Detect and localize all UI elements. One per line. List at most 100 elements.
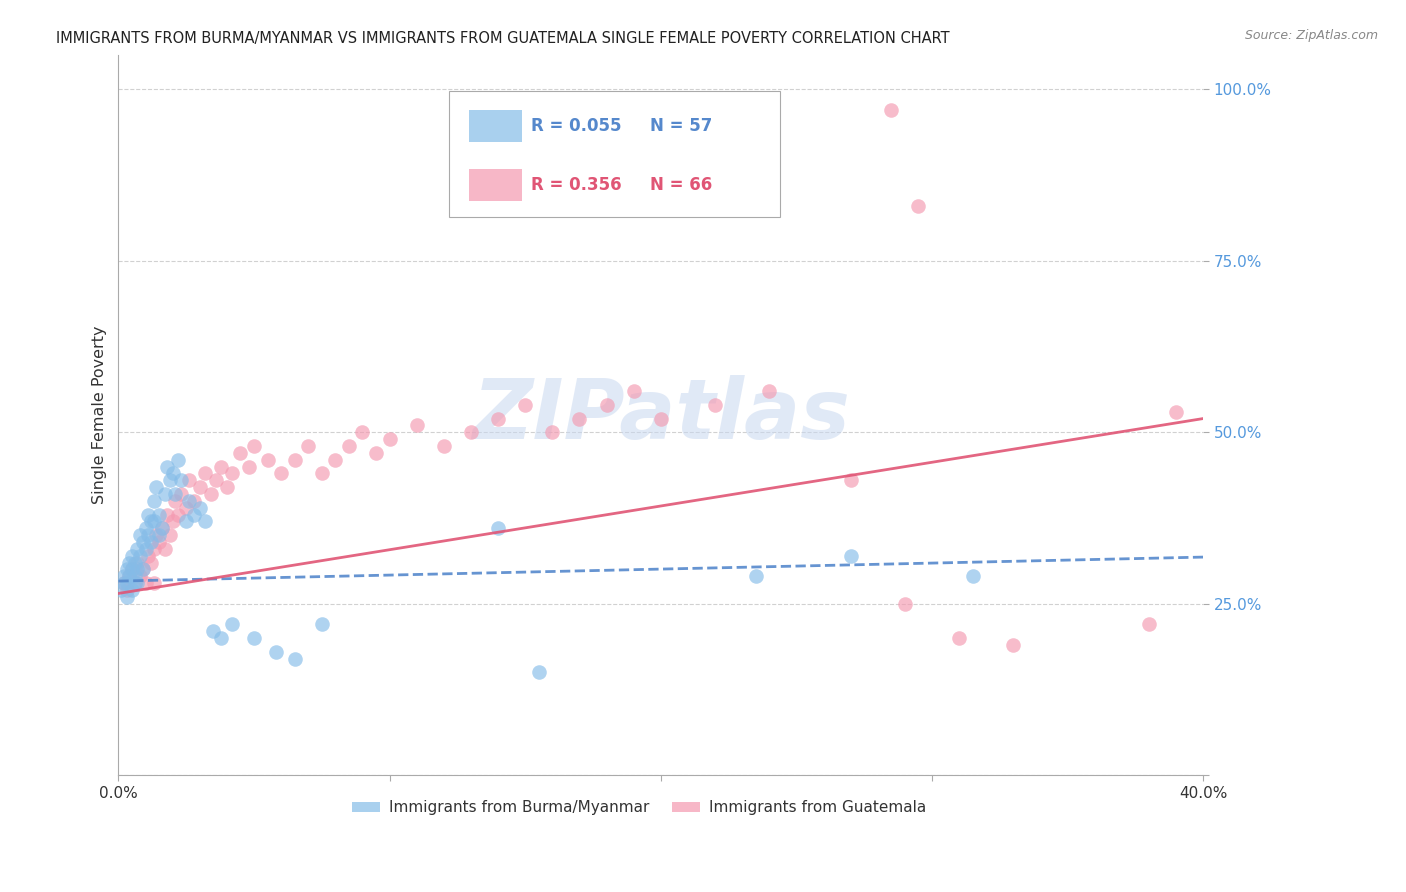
Immigrants from Burma/Myanmar xyxy=(135,541,157,556)
Immigrants from Guatemala xyxy=(256,452,278,467)
Immigrants from Burma/Myanmar xyxy=(527,665,550,680)
Immigrants from Guatemala xyxy=(243,439,266,453)
Immigrants from Burma/Myanmar xyxy=(142,515,165,529)
Immigrants from Guatemala xyxy=(170,487,193,501)
Immigrants from Guatemala xyxy=(1002,638,1025,652)
Immigrants from Burma/Myanmar xyxy=(124,569,146,583)
Immigrants from Guatemala xyxy=(948,631,970,645)
Immigrants from Guatemala xyxy=(325,452,347,467)
Immigrants from Guatemala xyxy=(205,473,228,487)
Immigrants from Burma/Myanmar xyxy=(156,459,179,474)
Immigrants from Guatemala xyxy=(183,493,205,508)
Immigrants from Burma/Myanmar xyxy=(188,500,211,515)
FancyBboxPatch shape xyxy=(468,110,522,142)
Immigrants from Guatemala xyxy=(623,384,645,399)
Immigrants from Burma/Myanmar xyxy=(311,617,333,632)
Immigrants from Burma/Myanmar xyxy=(112,569,135,583)
Text: N = 57: N = 57 xyxy=(650,117,713,135)
Immigrants from Guatemala xyxy=(541,425,564,440)
Immigrants from Guatemala xyxy=(127,556,149,570)
Immigrants from Guatemala xyxy=(238,459,260,474)
Immigrants from Burma/Myanmar xyxy=(136,528,159,542)
Immigrants from Burma/Myanmar xyxy=(167,452,190,467)
Immigrants from Guatemala xyxy=(194,467,217,481)
Immigrants from Guatemala xyxy=(704,398,727,412)
Immigrants from Guatemala xyxy=(156,508,179,522)
FancyBboxPatch shape xyxy=(468,169,522,201)
Immigrants from Guatemala xyxy=(142,541,165,556)
Immigrants from Guatemala xyxy=(162,515,184,529)
Immigrants from Guatemala xyxy=(145,528,167,542)
Immigrants from Guatemala xyxy=(221,467,243,481)
Immigrants from Burma/Myanmar xyxy=(174,515,197,529)
Immigrants from Guatemala xyxy=(880,103,903,117)
Immigrants from Burma/Myanmar xyxy=(145,480,167,494)
Immigrants from Guatemala xyxy=(177,473,200,487)
Immigrants from Burma/Myanmar xyxy=(962,569,984,583)
Immigrants from Guatemala xyxy=(894,597,917,611)
Immigrants from Burma/Myanmar xyxy=(121,549,143,563)
Immigrants from Burma/Myanmar xyxy=(170,473,193,487)
Immigrants from Guatemala xyxy=(378,432,401,446)
Immigrants from Guatemala xyxy=(1164,405,1187,419)
Immigrants from Burma/Myanmar xyxy=(110,582,132,597)
Immigrants from Burma/Myanmar xyxy=(150,521,173,535)
Immigrants from Burma/Myanmar xyxy=(129,528,152,542)
Immigrants from Guatemala xyxy=(165,493,187,508)
Immigrants from Burma/Myanmar xyxy=(211,631,233,645)
Immigrants from Guatemala xyxy=(129,569,152,583)
Immigrants from Guatemala xyxy=(758,384,780,399)
Immigrants from Burma/Myanmar xyxy=(194,515,217,529)
Immigrants from Guatemala xyxy=(215,480,238,494)
Immigrants from Guatemala xyxy=(150,521,173,535)
Text: R = 0.055: R = 0.055 xyxy=(530,117,621,135)
Immigrants from Guatemala xyxy=(124,576,146,591)
Immigrants from Burma/Myanmar xyxy=(153,487,176,501)
Immigrants from Burma/Myanmar xyxy=(183,508,205,522)
Immigrants from Burma/Myanmar xyxy=(221,617,243,632)
Text: ZIPatlas: ZIPatlas xyxy=(472,375,849,456)
Immigrants from Guatemala xyxy=(174,500,197,515)
Immigrants from Burma/Myanmar xyxy=(142,493,165,508)
Immigrants from Burma/Myanmar xyxy=(127,541,149,556)
Immigrants from Burma/Myanmar xyxy=(115,576,138,591)
Immigrants from Guatemala xyxy=(364,446,387,460)
FancyBboxPatch shape xyxy=(450,91,780,217)
Immigrants from Guatemala xyxy=(297,439,319,453)
Immigrants from Guatemala xyxy=(139,556,162,570)
Immigrants from Guatemala xyxy=(270,467,292,481)
Immigrants from Burma/Myanmar xyxy=(284,651,307,665)
Immigrants from Burma/Myanmar xyxy=(121,582,143,597)
Immigrants from Guatemala xyxy=(132,562,155,576)
Immigrants from Guatemala xyxy=(115,582,138,597)
Immigrants from Guatemala xyxy=(650,411,672,425)
Text: IMMIGRANTS FROM BURMA/MYANMAR VS IMMIGRANTS FROM GUATEMALA SINGLE FEMALE POVERTY: IMMIGRANTS FROM BURMA/MYANMAR VS IMMIGRA… xyxy=(56,31,950,46)
Immigrants from Guatemala xyxy=(337,439,360,453)
Legend: Immigrants from Burma/Myanmar, Immigrants from Guatemala: Immigrants from Burma/Myanmar, Immigrant… xyxy=(346,794,932,822)
Immigrants from Burma/Myanmar xyxy=(135,521,157,535)
Immigrants from Burma/Myanmar xyxy=(139,515,162,529)
Immigrants from Burma/Myanmar xyxy=(148,508,170,522)
Immigrants from Guatemala xyxy=(595,398,617,412)
Immigrants from Guatemala xyxy=(352,425,374,440)
Immigrants from Burma/Myanmar xyxy=(118,569,141,583)
Immigrants from Burma/Myanmar xyxy=(124,556,146,570)
Immigrants from Guatemala xyxy=(229,446,252,460)
Immigrants from Burma/Myanmar xyxy=(136,508,159,522)
Immigrants from Burma/Myanmar xyxy=(121,562,143,576)
Immigrants from Guatemala xyxy=(142,576,165,591)
Immigrants from Burma/Myanmar xyxy=(243,631,266,645)
Immigrants from Burma/Myanmar xyxy=(118,556,141,570)
Immigrants from Burma/Myanmar xyxy=(165,487,187,501)
Immigrants from Guatemala xyxy=(433,439,456,453)
Immigrants from Guatemala xyxy=(907,199,929,213)
Immigrants from Guatemala xyxy=(148,535,170,549)
Immigrants from Burma/Myanmar xyxy=(177,493,200,508)
Immigrants from Burma/Myanmar xyxy=(124,576,146,591)
Immigrants from Burma/Myanmar xyxy=(486,521,509,535)
Immigrants from Guatemala xyxy=(121,562,143,576)
Immigrants from Guatemala xyxy=(284,452,307,467)
Immigrants from Guatemala xyxy=(515,398,537,412)
Immigrants from Burma/Myanmar xyxy=(839,549,862,563)
Immigrants from Guatemala xyxy=(159,528,181,542)
